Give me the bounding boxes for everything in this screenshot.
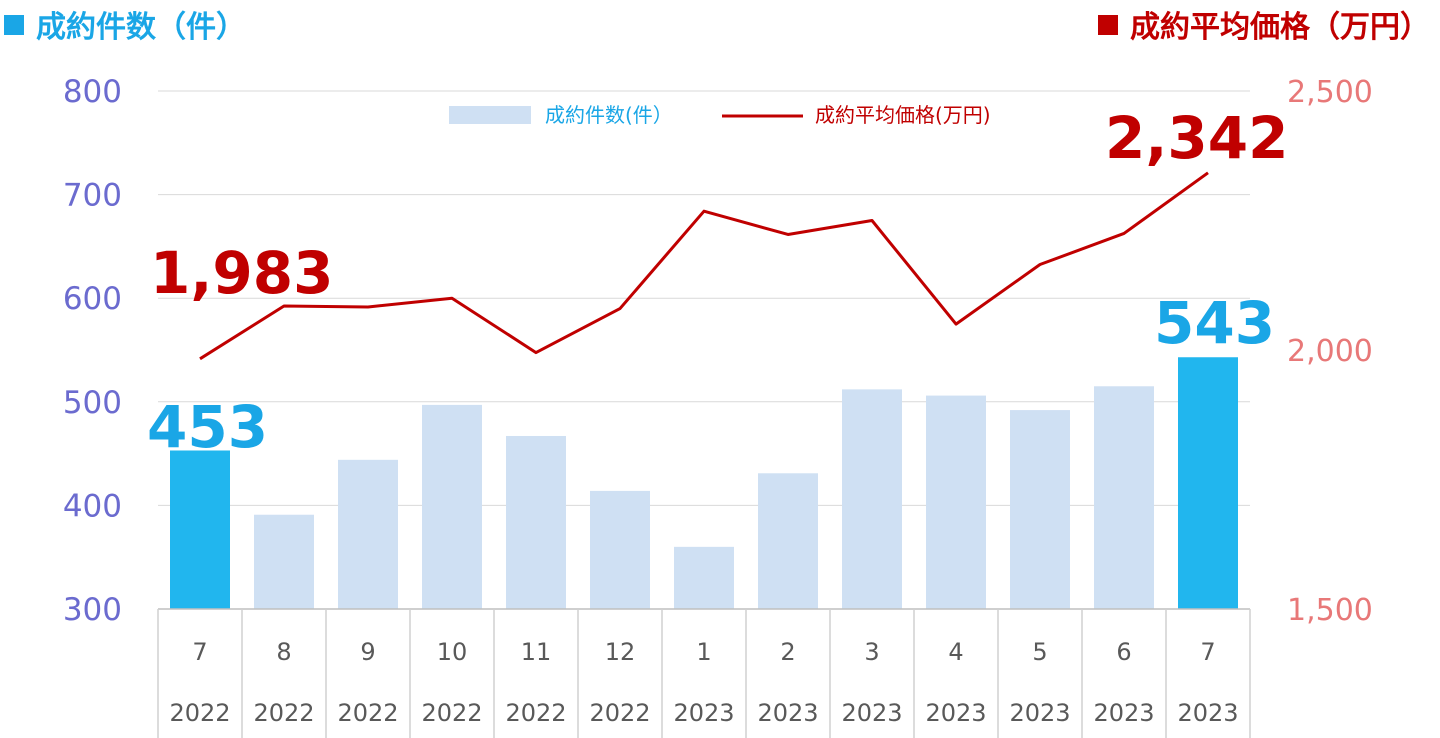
- right-axis: 1,500 2,000 2,500: [1287, 75, 1373, 628]
- legend-bar-label: 成約件数(件）: [545, 103, 673, 127]
- month-label: 9: [360, 638, 375, 666]
- bar: [590, 490, 650, 609]
- bar: [170, 450, 230, 609]
- month-label: 12: [605, 638, 636, 666]
- left-axis-title-text: 成約件数（件）: [36, 10, 246, 45]
- year-label: 2023: [841, 699, 902, 727]
- year-label: 2023: [1009, 699, 1070, 727]
- bar: [758, 473, 818, 609]
- left-tick-label: 300: [63, 592, 122, 628]
- month-label: 5: [1032, 638, 1047, 666]
- line-series: [199, 171, 1209, 361]
- right-tick-label: 2,500: [1287, 75, 1373, 110]
- year-label: 2023: [1177, 699, 1238, 727]
- month-label: 11: [521, 638, 552, 666]
- left-axis-title: 成約件数（件）: [4, 2, 246, 46]
- year-label: 2022: [337, 699, 398, 727]
- bar: [254, 514, 314, 609]
- bar-last-callout: 543: [1154, 289, 1275, 357]
- month-label: 2: [780, 638, 795, 666]
- legend: 成約件数(件） 成約平均価格(万円): [449, 103, 991, 127]
- year-label: 2022: [505, 699, 566, 727]
- year-label: 2022: [421, 699, 482, 727]
- left-tick-label: 400: [63, 488, 122, 524]
- month-label: 4: [948, 638, 963, 666]
- month-label: 3: [864, 638, 879, 666]
- left-tick-label: 700: [63, 178, 122, 214]
- right-axis-title: 成約平均価格（万円）: [1098, 2, 1430, 46]
- legend-line-label: 成約平均価格(万円): [815, 103, 991, 127]
- legend-bar-swatch: [449, 106, 531, 124]
- category-axis: 7 2022 8 2022 9 2022 10 2022 11 2022 12 2022 1 2023 2 2…: [157, 608, 1251, 738]
- bar: [1010, 410, 1070, 609]
- left-tick-label: 500: [63, 385, 122, 421]
- line-last-callout: 2,342: [1105, 104, 1288, 172]
- bar: [1178, 357, 1238, 609]
- left-tick-label: 600: [63, 281, 122, 317]
- month-label: 1: [696, 638, 711, 666]
- year-label: 2022: [169, 699, 230, 727]
- blue-square-icon: [4, 15, 24, 35]
- month-label: 7: [192, 638, 207, 666]
- price-line: [199, 171, 1209, 361]
- line-first-callout: 1,983: [150, 239, 333, 307]
- month-label: 10: [437, 638, 468, 666]
- year-label: 2023: [1093, 699, 1154, 727]
- bar: [1094, 386, 1154, 609]
- month-label: 7: [1200, 638, 1215, 666]
- month-label: 8: [276, 638, 291, 666]
- bar: [338, 459, 398, 609]
- bar: [506, 435, 566, 609]
- right-tick-label: 2,000: [1287, 334, 1373, 369]
- right-axis-title-text: 成約平均価格（万円）: [1130, 10, 1430, 45]
- year-label: 2022: [253, 699, 314, 727]
- year-label: 2023: [673, 699, 734, 727]
- bar: [926, 395, 986, 609]
- right-tick-label: 1,500: [1287, 593, 1373, 628]
- bar: [674, 546, 734, 609]
- left-tick-label: 800: [63, 74, 122, 110]
- year-label: 2023: [757, 699, 818, 727]
- bar: [422, 404, 482, 609]
- month-label: 6: [1116, 638, 1131, 666]
- bar-series: [170, 357, 1238, 609]
- bar-first-callout: 453: [147, 393, 268, 461]
- bar: [842, 389, 902, 609]
- year-label: 2023: [925, 699, 986, 727]
- left-axis: 300 400 500 600 700 800: [63, 74, 122, 628]
- callouts: 1,983 2,342 453 543: [147, 104, 1288, 461]
- year-label: 2022: [589, 699, 650, 727]
- red-square-icon: [1098, 15, 1118, 35]
